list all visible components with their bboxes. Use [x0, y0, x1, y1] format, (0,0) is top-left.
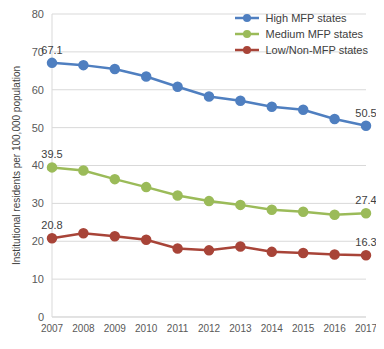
svg-text:16.3: 16.3	[355, 236, 376, 248]
svg-text:70: 70	[31, 45, 44, 58]
svg-text:2011: 2011	[167, 323, 189, 334]
svg-text:40: 40	[32, 159, 44, 171]
svg-text:Institutional residents per 10: Institutional residents per 100,000 popu…	[11, 66, 22, 265]
svg-text:2009: 2009	[104, 323, 127, 334]
svg-text:2014: 2014	[261, 323, 284, 334]
svg-text:80: 80	[32, 8, 44, 20]
svg-text:20: 20	[32, 235, 44, 247]
svg-text:50: 50	[32, 122, 44, 134]
svg-text:60: 60	[32, 84, 44, 96]
svg-text:2008: 2008	[72, 323, 95, 334]
svg-text:2007: 2007	[41, 323, 64, 334]
svg-text:2010: 2010	[135, 323, 158, 334]
svg-text:2013: 2013	[229, 323, 252, 334]
svg-text:2016: 2016	[323, 323, 346, 334]
svg-text:20.8: 20.8	[41, 219, 62, 231]
svg-text:50.5: 50.5	[355, 107, 376, 119]
svg-text:2015: 2015	[292, 323, 315, 334]
svg-text:2017: 2017	[355, 323, 376, 334]
html-text:Low/Non-MFP states: Low/Non-MFP states	[265, 44, 368, 56]
svg-text:39.5: 39.5	[41, 148, 62, 160]
svg-text:27.4: 27.4	[355, 194, 376, 206]
svg-text:2012: 2012	[198, 323, 221, 334]
html-text:Medium MFP states: Medium MFP states	[265, 28, 364, 40]
html-text:High MFP states: High MFP states	[265, 12, 347, 24]
svg-text:67.1: 67.1	[41, 44, 62, 56]
svg-text:10: 10	[32, 273, 44, 285]
svg-text:0: 0	[38, 311, 44, 323]
svg-text:30: 30	[32, 197, 44, 209]
